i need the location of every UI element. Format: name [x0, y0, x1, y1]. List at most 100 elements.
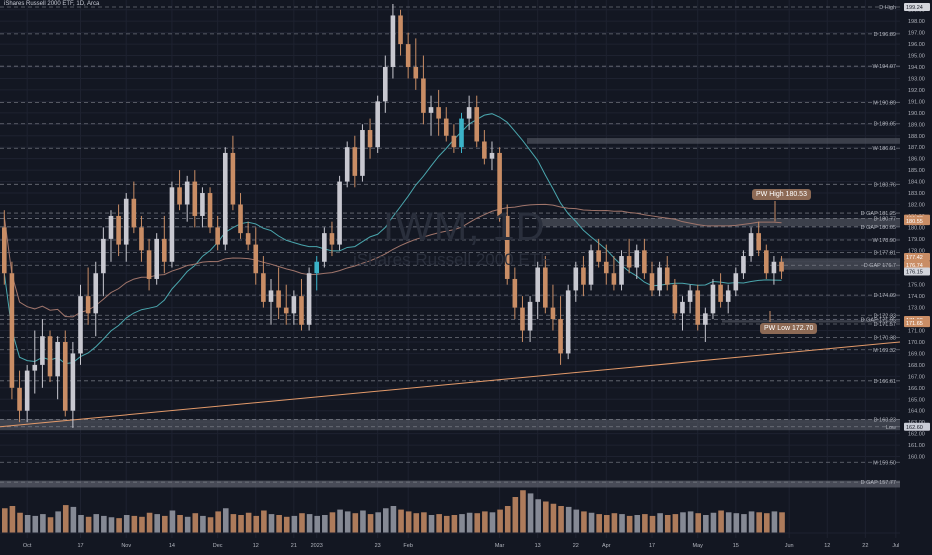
- price-tick-label: 197.00: [908, 31, 925, 37]
- volume-bar: [756, 512, 762, 533]
- volume-bar: [703, 515, 709, 533]
- candle-body: [78, 296, 83, 354]
- volume-bar: [184, 516, 191, 533]
- level-label: W 186.91: [872, 146, 896, 152]
- candle-body: [642, 250, 647, 274]
- pw-low-label: PW Low 172.70: [760, 323, 818, 334]
- time-tick-label: Jul: [892, 543, 899, 549]
- candle-body: [741, 256, 746, 274]
- candle-body: [611, 273, 617, 285]
- time-tick-label: 23: [375, 543, 381, 549]
- candle-body: [664, 267, 670, 285]
- volume-bar: [543, 501, 549, 533]
- level-label: D 180.77: [874, 217, 896, 223]
- sma-slow-line: [3, 203, 782, 318]
- volume-bar: [375, 512, 381, 533]
- candle-body: [588, 250, 594, 285]
- volume-bar: [634, 515, 641, 533]
- level-label: Low: [886, 425, 896, 431]
- candle-body: [657, 267, 662, 291]
- volume-bar: [390, 506, 397, 533]
- price-tick-label: 166.00: [908, 386, 925, 392]
- time-tick-label: 17: [649, 543, 655, 549]
- time-axis-bg: [0, 538, 932, 550]
- volume-bar: [352, 513, 359, 533]
- volume-bar: [619, 514, 625, 533]
- level-label: W 194.07: [872, 64, 896, 70]
- volume-bar: [344, 511, 351, 533]
- candle-body: [184, 181, 190, 205]
- candle-body: [291, 296, 297, 314]
- candle-body: [649, 273, 655, 291]
- volume-bar: [443, 515, 450, 533]
- candle-body: [70, 353, 76, 411]
- candle-body: [459, 118, 464, 148]
- candle-body: [101, 238, 106, 274]
- volume-bar: [482, 511, 488, 533]
- volume-bar: [466, 512, 473, 533]
- price-tick-label: 189.00: [908, 122, 925, 128]
- volume-bar: [9, 506, 16, 533]
- candle-body: [581, 267, 586, 285]
- candle-body: [40, 336, 45, 365]
- level-label: D 170.38: [874, 336, 896, 342]
- volume-bar: [322, 515, 328, 533]
- time-tick-label: 13: [535, 543, 541, 549]
- volume-bar: [162, 515, 168, 533]
- volume-bar: [748, 511, 755, 533]
- candle-body: [603, 261, 609, 274]
- price-zone: [780, 258, 900, 270]
- volume-bar: [47, 517, 54, 533]
- volume-bar: [367, 514, 374, 533]
- trendline-ascending: [0, 341, 901, 428]
- volume-bar: [177, 515, 183, 533]
- candle-body: [634, 250, 640, 268]
- time-tick-label: 12: [253, 543, 259, 549]
- candle-body: [337, 181, 342, 245]
- volume-bar: [116, 518, 122, 533]
- volume-bar: [741, 514, 747, 533]
- price-tick-label: 192.00: [908, 88, 925, 94]
- level-label: D 183.76: [874, 182, 896, 188]
- level-label: M 159.50: [873, 460, 896, 466]
- volume-bar: [725, 512, 732, 533]
- candle-body: [123, 198, 129, 245]
- candle-body: [725, 290, 731, 302]
- candle-body: [177, 187, 182, 205]
- volume-bar: [78, 515, 84, 533]
- candle-body: [443, 118, 449, 136]
- candle-body: [718, 284, 723, 302]
- candle-body: [352, 147, 358, 176]
- candle-body: [32, 364, 38, 371]
- price-tick-label: 160.00: [908, 455, 925, 461]
- volume-bar: [93, 514, 100, 533]
- volume-bar: [276, 515, 282, 533]
- time-tick-label: 14: [169, 543, 175, 549]
- price-badge: [904, 252, 930, 261]
- candle-body: [756, 233, 761, 251]
- level-label: D 174.09: [874, 293, 896, 299]
- level-label: D 189.05: [874, 122, 896, 128]
- price-tick-label: 175.00: [908, 283, 925, 289]
- candle-body: [535, 267, 540, 302]
- candle-body: [748, 233, 754, 257]
- volume-bar: [32, 515, 39, 533]
- time-tick-label: Mar: [495, 543, 505, 549]
- volume-bar: [261, 510, 267, 533]
- volume-bar: [40, 514, 46, 533]
- volume-bar: [131, 515, 138, 533]
- volume-bar: [337, 509, 343, 533]
- time-tick-label: May: [693, 543, 704, 549]
- price-tick-label: 185.00: [908, 168, 925, 174]
- candle-body: [192, 181, 198, 216]
- pw-high-label: PW High 180.53: [752, 189, 811, 200]
- price-tick-label: 198.00: [908, 19, 925, 25]
- volume-bar: [329, 512, 336, 533]
- candle-body: [451, 135, 457, 148]
- volume-bar: [474, 513, 481, 533]
- candle-body: [47, 336, 53, 377]
- volume-bar: [413, 513, 420, 533]
- price-tick-label: 164.00: [908, 409, 925, 415]
